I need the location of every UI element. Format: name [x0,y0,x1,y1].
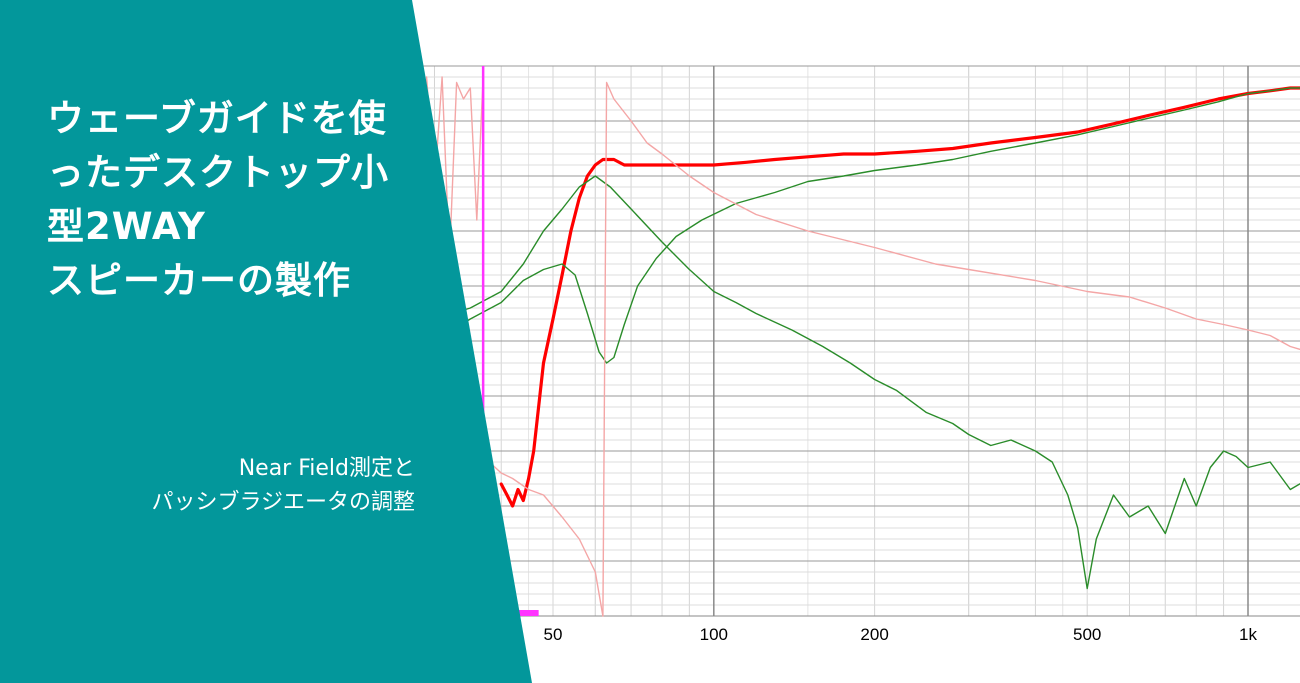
banner-subtitle: Near Field測定と パッシブラジエータの調整 [15,452,415,520]
series-line-1 [499,86,1300,508]
subtitle-line: Near Field測定と [238,456,415,481]
x-tick-label: 200 [860,625,888,644]
title-line: 型2WAY [47,205,206,248]
series-line-2 [339,175,1300,590]
banner-title: ウェーブガイドを使 ったデスクトップ小 型2WAY スピーカーの製作 [47,92,427,308]
subtitle-line: パッシブラジエータの調整 [151,490,415,515]
x-tick-label: 100 [700,625,728,644]
x-tick-label: 500 [1073,625,1101,644]
x-tick-labels: 50 100 200 500 1k [544,625,1258,644]
grid-major [405,65,1300,617]
title-line: ウェーブガイドを使 [47,97,387,140]
x-tick-label: 50 [544,625,563,644]
x-tick-label: 1k [1239,625,1257,644]
series-line-3 [339,87,1300,370]
title-line: ったデスクトップ小 [47,151,389,194]
series-line-5 [602,81,1300,617]
title-line: スピーカーの製作 [47,259,351,302]
cursor-marker-bar [501,610,539,616]
